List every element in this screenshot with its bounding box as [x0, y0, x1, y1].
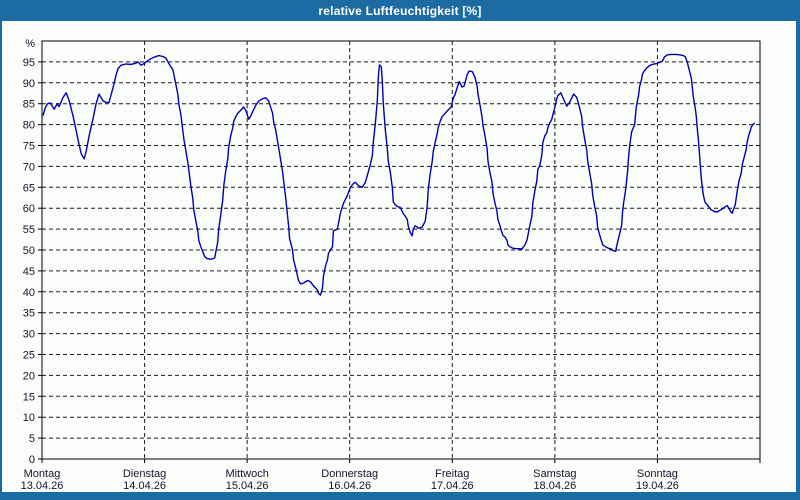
x-day-label: Donnerstag — [321, 468, 378, 480]
x-day-label: Dienstag — [123, 468, 166, 480]
y-tick-label: 80 — [23, 120, 35, 132]
y-tick-label: 55 — [23, 224, 35, 236]
y-tick-label: 5 — [29, 433, 35, 445]
x-date-label: 15.04.26 — [226, 480, 269, 492]
y-tick-label: 15 — [23, 391, 35, 403]
y-axis-unit-label: % — [25, 38, 35, 50]
y-tick-label: 40 — [23, 287, 35, 299]
x-day-label: Freitag — [435, 468, 469, 480]
y-tick-label: 85 — [23, 99, 35, 111]
y-tick-label: 50 — [23, 245, 35, 257]
y-tick-label: 65 — [23, 182, 35, 194]
x-day-label: Montag — [24, 468, 61, 480]
x-date-label: 17.04.26 — [431, 480, 474, 492]
y-tick-label: 25 — [23, 350, 35, 362]
x-date-label: 14.04.26 — [123, 480, 166, 492]
title-bar: relative Luftfeuchtigkeit [%] — [0, 0, 800, 21]
x-day-label: Sonntag — [637, 468, 678, 480]
chart-panel: 0 5 10 15 20 25 30 35 40 45 50 55 60 65 70 75 80 85 90 95% M… — [2, 21, 796, 492]
x-day-label: Mittwoch — [225, 468, 268, 480]
x-date-label: 19.04.26 — [636, 480, 679, 492]
y-tick-label: 0 — [29, 454, 35, 466]
y-tick-label: 70 — [23, 161, 35, 173]
y-tick-label: 90 — [23, 78, 35, 90]
y-tick-label: 20 — [23, 370, 35, 382]
y-tick-label: 45 — [23, 266, 35, 278]
y-tick-label: 35 — [23, 308, 35, 320]
x-date-label: 13.04.26 — [21, 480, 64, 492]
x-date-label: 18.04.26 — [533, 480, 576, 492]
window-title: relative Luftfeuchtigkeit [%] — [318, 3, 482, 18]
y-tick-label: 30 — [23, 329, 35, 341]
y-tick-label: 10 — [23, 412, 35, 424]
y-tick-label: 95 — [23, 57, 35, 69]
y-tick-label: 60 — [23, 203, 35, 215]
x-day-label: Samstag — [533, 468, 576, 480]
humidity-series-line — [42, 53, 755, 296]
y-tick-label: 75 — [23, 141, 35, 153]
humidity-line-chart: 0 5 10 15 20 25 30 35 40 45 50 55 60 65 70 75 80 85 90 95% M… — [21, 38, 761, 492]
x-date-label: 16.04.26 — [328, 480, 371, 492]
